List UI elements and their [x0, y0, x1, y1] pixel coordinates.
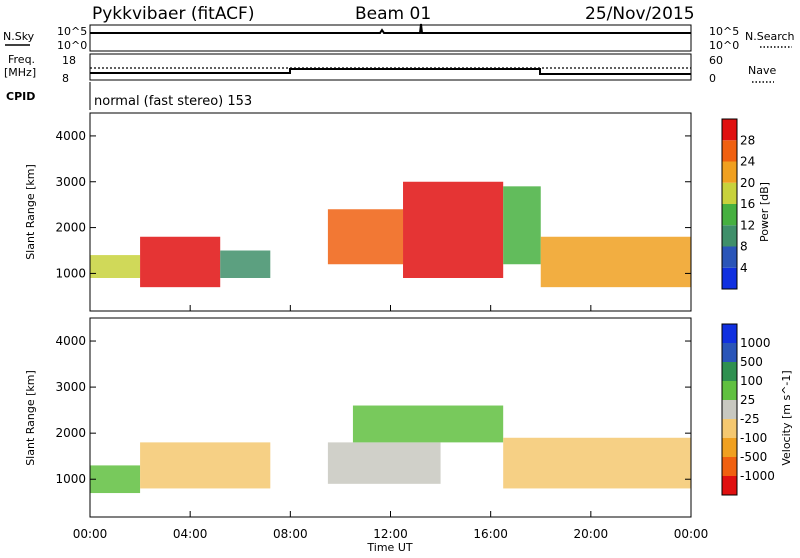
velocity-region-1: [140, 442, 271, 489]
velocity-panel: 1000 2000 3000 4000 Slant Range [km] 1000 50…: [24, 317, 793, 518]
cpid-label: CPID: [6, 90, 35, 103]
velocity-ytick-label-1: 2000: [55, 426, 86, 440]
power-region-0: [90, 255, 141, 278]
power-colorbar-tick-3: 16: [740, 197, 755, 211]
power-region-6: [540, 236, 691, 288]
power-region-3: [327, 209, 404, 265]
x-tick-label-5: 20:00: [574, 527, 609, 541]
power-ytick-label-2: 3000: [55, 175, 86, 189]
frequency-line: [90, 68, 691, 75]
velocity-colorbar-segment-6: [722, 362, 737, 381]
power-y-ticks: 1000 2000 3000 4000: [55, 129, 691, 280]
power-colorbar-tick-4: 20: [740, 176, 755, 190]
power-colorbar-segment-2: [722, 225, 737, 247]
velocity-colorbar-segment-4: [722, 400, 737, 419]
noise-sky-line: [90, 23, 691, 34]
power-region-2: [220, 250, 271, 278]
station-title: Pykkvibaer (fitACF): [92, 4, 254, 24]
velocity-colorbar-segment-3: [722, 419, 737, 438]
power-ylabel: Slant Range [km]: [24, 164, 37, 260]
nave-tick-high: 60: [709, 54, 723, 67]
noise-right-tick-low: 10^0: [709, 39, 739, 52]
power-colorbar-segment-3: [722, 204, 737, 226]
velocity-data-cells: [90, 405, 691, 494]
velocity-ylabel: Slant Range [km]: [24, 370, 37, 466]
power-colorbar-tick-6: 28: [740, 133, 755, 147]
x-tick-label-6: 00:00: [674, 527, 709, 541]
power-colorbar-segment-4: [722, 182, 737, 204]
velocity-ytick-label-3: 4000: [55, 334, 86, 348]
power-region-4: [403, 181, 504, 278]
x-tick-label-1: 04:00: [173, 527, 208, 541]
velocity-colorbar-label: Velocity [m s^-1]: [780, 370, 793, 465]
power-colorbar-segment-6: [722, 140, 737, 162]
power-region-5: [503, 186, 541, 265]
velocity-ytick-label-2: 3000: [55, 380, 86, 394]
power-colorbar-segment-1: [722, 246, 737, 268]
freq-tick-high: 18: [62, 54, 76, 67]
velocity-region-4: [503, 437, 691, 489]
velocity-colorbar-segment-8: [722, 324, 737, 343]
power-data-cells: [90, 181, 691, 288]
power-ytick-label-1: 2000: [55, 221, 86, 235]
x-tick-label-2: 08:00: [273, 527, 308, 541]
noise-left-tick-low: 10^0: [57, 39, 87, 52]
cpid-mode: normal (fast stereo) 153: [94, 94, 252, 109]
velocity-colorbar-tick-2: 100: [740, 374, 763, 388]
velocity-colorbar-tick-5: -100: [740, 431, 767, 445]
power-colorbar-label: Power [dB]: [758, 182, 771, 242]
power-colorbar-tick-0: 4: [740, 261, 748, 275]
velocity-colorbar-frame: [721, 323, 738, 496]
power-colorbar-segment-0: [722, 267, 737, 289]
noise-right-tick-high: 10^5: [709, 25, 739, 38]
x-tick-label-0: 00:00: [73, 527, 108, 541]
velocity-colorbar-segment-7: [722, 343, 737, 362]
freq-label: Freq.: [8, 53, 35, 66]
power-ytick-label-3: 4000: [55, 129, 86, 143]
velocity-region-3: [352, 405, 504, 443]
noise-right-label: N.Search: [745, 30, 795, 43]
power-colorbar-tick-2: 12: [740, 218, 755, 232]
power-colorbar-segment-7: [722, 119, 737, 141]
noise-left-label: N.Sky: [3, 30, 35, 43]
velocity-colorbar-tick-4: -25: [740, 412, 760, 426]
power-region-1: [140, 236, 221, 288]
velocity-colorbar: 1000 500 100 25 -25 -100 -500 -1000: [721, 323, 775, 496]
power-colorbar: 4 8 12 16 20 24 28: [721, 118, 755, 290]
power-colorbar-tick-1: 8: [740, 240, 748, 254]
velocity-colorbar-tick-7: -1000: [740, 469, 775, 483]
power-colorbar-frame: [721, 118, 738, 290]
velocity-colorbar-tick-6: -500: [740, 450, 767, 464]
beam-title: Beam 01: [355, 4, 431, 24]
x-tick-label-4: 16:00: [473, 527, 508, 541]
velocity-colorbar-tick-3: 25: [740, 393, 755, 407]
freq-tick-low: 8: [62, 72, 69, 85]
velocity-colorbar-tick-1: 500: [740, 355, 763, 369]
date-title: 25/Nov/2015: [585, 4, 695, 24]
velocity-region-2: [327, 442, 441, 484]
power-colorbar-segment-5: [722, 161, 737, 183]
velocity-ytick-label-0: 1000: [55, 472, 86, 486]
noise-panel: N.Sky 10^5 10^0 10^5 10^0 N.Search: [3, 23, 795, 52]
power-panel: 1000 2000 3000 4000 Slant Range [km] 4 8 12 16…: [24, 112, 771, 312]
freq-unit: [MHz]: [4, 66, 36, 79]
x-tick-label-3: 12:00: [373, 527, 408, 541]
velocity-colorbar-segment-0: [722, 476, 737, 495]
velocity-region-0: [90, 465, 141, 494]
power-ytick-label-0: 1000: [55, 266, 86, 280]
noise-left-tick-high: 10^5: [57, 25, 87, 38]
x-axis-label: Time UT: [366, 541, 412, 554]
velocity-colorbar-segment-2: [722, 438, 737, 457]
x-axis-ticks: 00:00 04:00 08:00 12:00 16:00 20:00 00:00: [73, 305, 709, 541]
frequency-panel: Freq. [MHz] 18 8 60 0 Nave: [4, 53, 776, 85]
velocity-colorbar-segment-1: [722, 457, 737, 476]
power-colorbar-tick-5: 24: [740, 155, 755, 169]
velocity-y-ticks: 1000 2000 3000 4000: [55, 334, 691, 486]
velocity-colorbar-tick-0: 1000: [740, 336, 771, 350]
nave-tick-low: 0: [709, 72, 716, 85]
nave-label: Nave: [748, 64, 776, 77]
velocity-colorbar-segment-5: [722, 381, 737, 400]
